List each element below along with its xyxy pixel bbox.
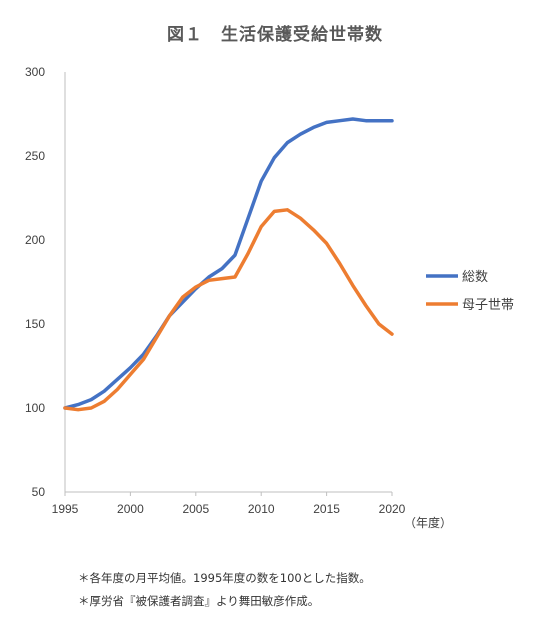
- y-tick-label: 100: [25, 401, 45, 415]
- x-tick-label: 2005: [182, 502, 209, 516]
- x-axis-unit-label: （年度）: [404, 515, 452, 530]
- x-tick-label: 2015: [313, 502, 340, 516]
- footnote-1: ＊各年度の月平均値。1995年度の数を100とした指数。: [78, 571, 371, 585]
- series-line-1: [63, 117, 394, 410]
- series-lines: [63, 117, 394, 412]
- axes: [64, 72, 393, 496]
- y-tick-label: 150: [25, 317, 45, 331]
- y-tick-label: 200: [25, 233, 45, 247]
- x-tick-label: 2010: [248, 502, 275, 516]
- y-tick-label: 50: [32, 485, 46, 499]
- x-tick-label: 2020: [379, 502, 406, 516]
- chart-title: 図１ 生活保護受給世帯数: [167, 25, 383, 45]
- footnote-2: ＊厚労省『被保護者調査』より舞田敏彦作成。: [78, 594, 320, 608]
- y-tick-label: 300: [25, 65, 45, 79]
- y-tick-label: 250: [25, 149, 45, 163]
- x-tick-label: 2000: [117, 502, 144, 516]
- x-tick-labels: 1995 2000 2005 2010 2015 2020: [52, 502, 406, 516]
- y-tick-labels: 50 100 150 200 250 300: [25, 65, 45, 499]
- series-line-2: [63, 208, 394, 412]
- x-tick-label: 1995: [52, 502, 79, 516]
- legend-label: 母子世帯: [462, 298, 514, 313]
- legend-label: 総数: [462, 270, 488, 285]
